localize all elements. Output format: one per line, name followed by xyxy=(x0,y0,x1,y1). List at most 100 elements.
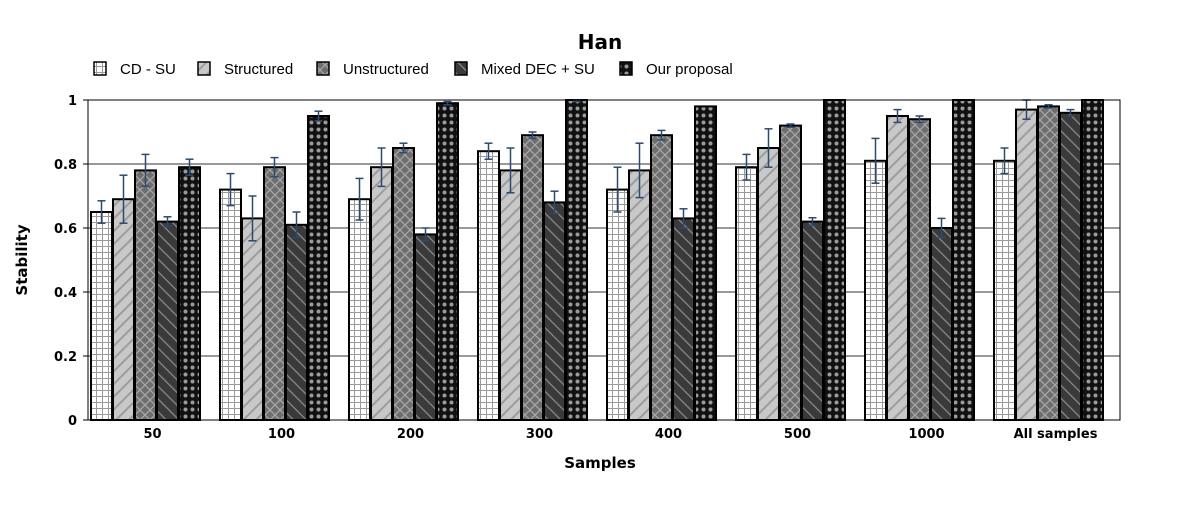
bar-diagonal-6 xyxy=(886,115,909,421)
legend-swatch xyxy=(197,61,211,76)
error-bar xyxy=(1044,104,1053,109)
error-bar xyxy=(163,216,172,228)
legend: CD - SU Structured Unstructured Mixed DEC +… xyxy=(93,61,733,78)
error-bar xyxy=(550,190,559,215)
bar-grid-5 xyxy=(735,166,758,421)
bar-grid-6 xyxy=(864,159,887,422)
error-bar xyxy=(399,142,408,154)
y-tick-label: 0.4 xyxy=(54,286,77,301)
error-bar xyxy=(635,142,644,199)
bar-diagonal-2 xyxy=(370,166,393,421)
bar-crosshatch-0 xyxy=(134,169,157,421)
bar-grid-2 xyxy=(348,198,371,421)
bar-grid-7 xyxy=(993,159,1016,422)
error-bar xyxy=(937,217,946,239)
bar-diagonal-dark-2 xyxy=(414,233,437,421)
error-bar xyxy=(1066,108,1075,117)
y-tick-label: 0 xyxy=(68,414,77,429)
bar-grid-1 xyxy=(219,188,242,421)
bar-grid-3 xyxy=(477,150,500,421)
legend-item: Mixed DEC + SU xyxy=(454,61,595,78)
bar-diagonal-dark-7 xyxy=(1059,111,1082,422)
error-bar xyxy=(679,208,688,229)
legend-label: Unstructured xyxy=(343,61,429,78)
error-bar xyxy=(119,174,128,224)
bar-diagonal-7 xyxy=(1015,108,1038,421)
bar-diagonal-dark-3 xyxy=(543,201,566,421)
x-tick-label: 300 xyxy=(526,427,553,442)
legend-label: Our proposal xyxy=(646,61,733,78)
y-tick-label: 1 xyxy=(68,94,77,109)
error-bar xyxy=(141,153,150,188)
error-bar xyxy=(443,100,452,106)
legend-label: CD - SU xyxy=(120,61,176,78)
y-axis-title: Stability xyxy=(13,224,31,295)
bar-dots-5 xyxy=(823,99,846,421)
legend-swatch xyxy=(93,61,107,76)
y-axis-ticks: 0 0.2 0.4 0.6 0.8 1 xyxy=(54,94,88,429)
bar-crosshatch-1 xyxy=(263,166,286,421)
x-tick-label: 100 xyxy=(268,427,295,442)
legend-item: Unstructured xyxy=(316,61,429,78)
error-bar xyxy=(314,110,323,122)
bar-dots-4 xyxy=(694,105,717,422)
legend-swatch xyxy=(619,61,633,76)
bar-crosshatch-2 xyxy=(392,147,415,421)
error-bar xyxy=(613,166,622,213)
bar-dots-3 xyxy=(565,99,588,421)
legend-label: Structured xyxy=(224,61,293,78)
chart-title: Han xyxy=(578,30,622,54)
bar-crosshatch-3 xyxy=(521,134,544,421)
error-bar xyxy=(226,172,235,207)
y-tick-label: 0.2 xyxy=(54,350,77,365)
error-bar xyxy=(185,158,194,176)
plot-frame xyxy=(87,99,1121,421)
y-tick-label: 0.8 xyxy=(54,158,77,173)
x-tick-label: 1000 xyxy=(908,427,944,442)
error-bar xyxy=(97,200,106,224)
legend-swatch xyxy=(454,61,468,76)
x-tick-label: All samples xyxy=(1014,427,1098,442)
x-axis-title: Samples xyxy=(564,454,636,472)
error-bar xyxy=(786,123,795,128)
error-bar xyxy=(893,108,902,124)
error-bar xyxy=(377,147,386,188)
error-bar xyxy=(421,227,430,242)
x-axis-ticks: 50 100 200 300 400 500 1000 All samples xyxy=(143,427,1097,442)
bar-diagonal-0 xyxy=(112,198,135,421)
legend-swatch xyxy=(316,61,330,76)
bar-diagonal-dark-4 xyxy=(672,217,695,421)
bar-dots-6 xyxy=(952,99,975,421)
legend-item: CD - SU xyxy=(93,61,176,78)
bar-dots-7 xyxy=(1081,99,1104,421)
bar-dots-1 xyxy=(307,115,330,421)
error-bar xyxy=(506,147,515,194)
bar-crosshatch-5 xyxy=(779,124,802,421)
x-tick-label: 50 xyxy=(143,427,161,442)
legend-item: Structured xyxy=(197,61,293,78)
bar-diagonal-3 xyxy=(499,169,522,421)
error-bar xyxy=(742,153,751,181)
bar-diagonal-5 xyxy=(757,147,780,421)
error-bars xyxy=(97,99,1075,242)
error-bar xyxy=(528,131,537,140)
bar-crosshatch-6 xyxy=(908,118,931,421)
error-bar xyxy=(248,195,257,242)
error-bar xyxy=(915,115,924,124)
error-bar xyxy=(292,211,301,239)
bar-diagonal-dark-0 xyxy=(156,220,179,421)
y-tick-label: 0.6 xyxy=(54,222,77,237)
bar-dots-2 xyxy=(436,102,459,421)
bar-crosshatch-7 xyxy=(1037,105,1060,422)
bar-diagonal-dark-6 xyxy=(930,227,953,421)
x-tick-label: 400 xyxy=(655,427,682,442)
bar-dots-0 xyxy=(178,166,201,421)
error-bar xyxy=(808,217,817,227)
error-bar xyxy=(1000,147,1009,175)
bar-crosshatch-4 xyxy=(650,134,673,421)
legend-item: Our proposal xyxy=(619,61,733,78)
bars xyxy=(90,99,1104,422)
bar-grid-4 xyxy=(606,188,629,421)
